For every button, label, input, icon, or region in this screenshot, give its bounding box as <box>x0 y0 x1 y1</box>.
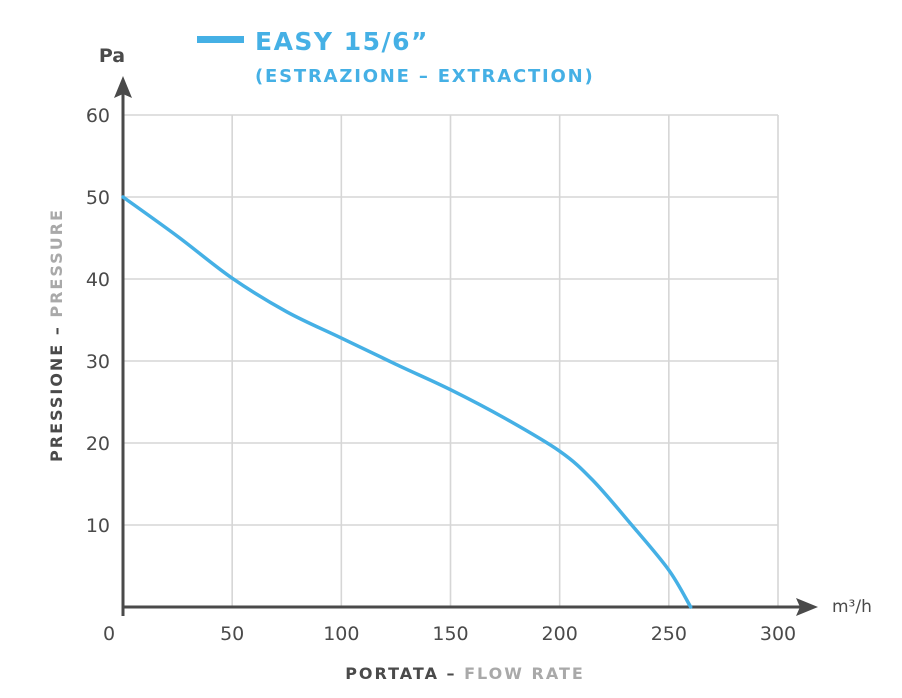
y-axis-title-main: PRESSIONE <box>47 343 66 462</box>
x-tick-label: 0 <box>103 623 115 645</box>
x-axis-title-alt: FLOW RATE <box>464 664 585 683</box>
x-tick-label: 250 <box>651 623 687 645</box>
y-unit-label: Pa <box>99 45 125 67</box>
x-tick-labels: 0 50 100 150 200 250 300 <box>103 623 796 645</box>
y-tick-label: 40 <box>86 269 110 291</box>
x-unit-label: m³/h <box>832 597 872 617</box>
series-line-easy-15-6 <box>121 195 693 609</box>
y-axis-arrow-icon <box>114 76 132 98</box>
y-tick-label: 50 <box>86 187 110 209</box>
x-tick-label: 100 <box>323 623 359 645</box>
x-axis-title-sep: – <box>439 664 464 683</box>
x-tick-label: 200 <box>542 623 578 645</box>
y-tick-label: 10 <box>86 515 110 537</box>
x-tick-label: 300 <box>760 623 796 645</box>
axes <box>114 76 818 616</box>
x-tick-label: 50 <box>220 623 244 645</box>
y-tick-label: 60 <box>86 105 110 127</box>
x-axis-title-main: PORTATA <box>345 664 439 683</box>
y-tick-label: 30 <box>86 351 110 373</box>
y-axis-title-alt: PRESSURE <box>47 208 66 318</box>
x-axis-title: PORTATA – FLOW RATE <box>345 664 585 683</box>
x-axis-arrow-icon <box>796 598 818 616</box>
legend-subtitle: (ESTRAZIONE – EXTRACTION) <box>255 66 595 87</box>
y-axis-title: PRESSIONE – PRESSURE <box>47 208 66 462</box>
y-tick-labels: 10 20 30 40 50 60 <box>86 105 110 537</box>
legend-swatch <box>197 36 244 43</box>
legend-title: EASY 15/6” <box>255 27 429 56</box>
y-tick-label: 20 <box>86 433 110 455</box>
y-axis-title-sep: – <box>47 318 66 343</box>
grid-lines <box>123 114 779 607</box>
x-tick-label: 150 <box>432 623 468 645</box>
